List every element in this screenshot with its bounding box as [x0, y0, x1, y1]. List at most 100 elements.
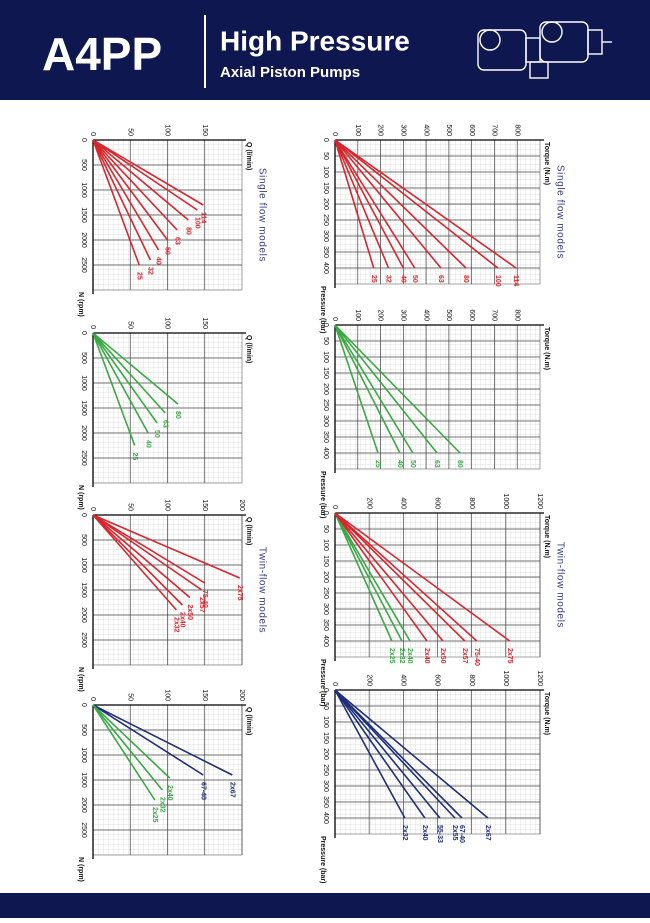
series-line — [334, 139, 375, 269]
y-axis-label: Torque (N.m) — [543, 142, 550, 185]
brand: A4PP — [42, 28, 162, 80]
y-tick-label: 200 — [377, 309, 384, 321]
y-tick-label: 600 — [468, 124, 475, 136]
x-axis-label: Pressure (bar) — [319, 836, 326, 883]
series-label: 2x50 — [186, 605, 193, 621]
x-axis-label: Pressure (bar) — [319, 286, 326, 333]
series-label: 2x50 — [439, 648, 446, 664]
y-tick-label: 200 — [238, 689, 245, 701]
x-tick-label: 350 — [322, 619, 329, 631]
y-tick-label: 400 — [422, 309, 429, 321]
series-label: 2x32 — [158, 797, 165, 813]
series-label: 32 — [147, 267, 154, 275]
x-tick-label: 400 — [322, 812, 329, 824]
series-line — [334, 324, 379, 454]
series-line — [92, 139, 160, 251]
x-tick-label: 1500 — [80, 582, 87, 598]
x-tick-label: 0 — [322, 138, 329, 142]
series-label: 2x40 — [166, 785, 173, 801]
x-tick-label: 2000 — [80, 797, 87, 813]
series-line — [92, 332, 179, 405]
series-line — [334, 689, 426, 819]
y-tick-label: 100 — [354, 309, 361, 321]
x-tick-label: 100 — [322, 351, 329, 363]
series-label: 2x67 — [484, 825, 491, 841]
series-line — [92, 332, 149, 434]
x-tick-label: 1000 — [80, 747, 87, 763]
x-tick-label: 50 — [322, 525, 329, 533]
series-label: 80 — [185, 227, 192, 235]
series-line — [334, 139, 467, 269]
series-label: 2x40 — [179, 612, 186, 628]
y-tick-label: 600 — [468, 309, 475, 321]
series-line — [334, 324, 414, 454]
series-line — [334, 139, 499, 269]
y-tick-label: 1200 — [536, 670, 543, 686]
series-line — [92, 139, 152, 261]
series-line — [92, 704, 233, 776]
y-tick-label: 800 — [468, 674, 475, 686]
series-label: 55-33 — [436, 825, 443, 843]
x-tick-label: 2000 — [80, 425, 87, 441]
x-tick-label: 400 — [322, 635, 329, 647]
x-tick-label: 0 — [80, 513, 87, 517]
series-line — [334, 689, 441, 819]
y-tick-label: 400 — [422, 124, 429, 136]
y-tick-label: 0 — [331, 132, 338, 136]
y-tick-label: 0 — [89, 507, 96, 511]
series-line — [334, 512, 393, 642]
series-line — [334, 512, 403, 642]
x-tick-label: 300 — [322, 780, 329, 792]
chart: 0 500 1000 1500 2000 2500 0 50 100 150 N (rpm) Q (l… — [77, 124, 267, 317]
series-line — [334, 324, 401, 454]
series-line — [92, 704, 204, 776]
x-tick-label: 350 — [322, 246, 329, 258]
x-tick-label: 2500 — [80, 822, 87, 838]
series-label: 114 — [512, 275, 519, 286]
pump-illustration — [477, 21, 612, 79]
series-label: 2x67 — [228, 782, 235, 798]
series-label: 50 — [164, 247, 171, 255]
x-tick-label: 0 — [80, 138, 87, 142]
x-tick-label: 200 — [322, 571, 329, 583]
x-axis-label: N (rpm) — [77, 485, 84, 510]
x-axis-label: N (rpm) — [77, 857, 84, 882]
x-tick-label: 150 — [322, 732, 329, 744]
x-tick-label: 350 — [322, 796, 329, 808]
x-tick-label: 1000 — [80, 375, 87, 391]
series-label: 2x32 — [173, 617, 180, 633]
y-tick-label: 150 — [201, 124, 208, 136]
y-axis-label: Q (l/min) — [245, 142, 252, 170]
series-line — [92, 514, 241, 579]
chart-title: Single flow models — [554, 165, 565, 259]
y-tick-label: 1200 — [536, 493, 543, 509]
x-tick-label: 250 — [322, 399, 329, 411]
x-tick-label: 1500 — [80, 207, 87, 223]
y-tick-label: 600 — [434, 497, 441, 509]
y-tick-label: 0 — [89, 697, 96, 701]
y-tick-label: 500 — [445, 124, 452, 136]
series-label: 63 — [173, 237, 180, 245]
series-line — [92, 704, 156, 801]
x-tick-label: 200 — [322, 748, 329, 760]
series-line — [334, 512, 428, 642]
series-line — [92, 704, 171, 779]
series-label: 100 — [494, 275, 501, 287]
y-tick-label: 800 — [513, 124, 520, 136]
x-tick-label: 100 — [322, 539, 329, 551]
series-label: 50 — [409, 460, 416, 468]
series-label: 2x75 — [506, 648, 513, 664]
series-label: 25 — [135, 272, 142, 280]
header-band — [0, 0, 650, 100]
x-tick-label: 150 — [322, 367, 329, 379]
chart: 0 50 100 150 200 250 300 350 400 0 200 400 600 800 100… — [319, 493, 565, 706]
y-axis-label: Q (l/min) — [245, 517, 252, 545]
y-tick-label: 600 — [434, 674, 441, 686]
x-tick-label: 500 — [80, 534, 87, 546]
series-label: 63 — [437, 275, 444, 283]
y-tick-label: 200 — [377, 124, 384, 136]
series-line — [92, 139, 178, 231]
series-line — [334, 324, 438, 454]
